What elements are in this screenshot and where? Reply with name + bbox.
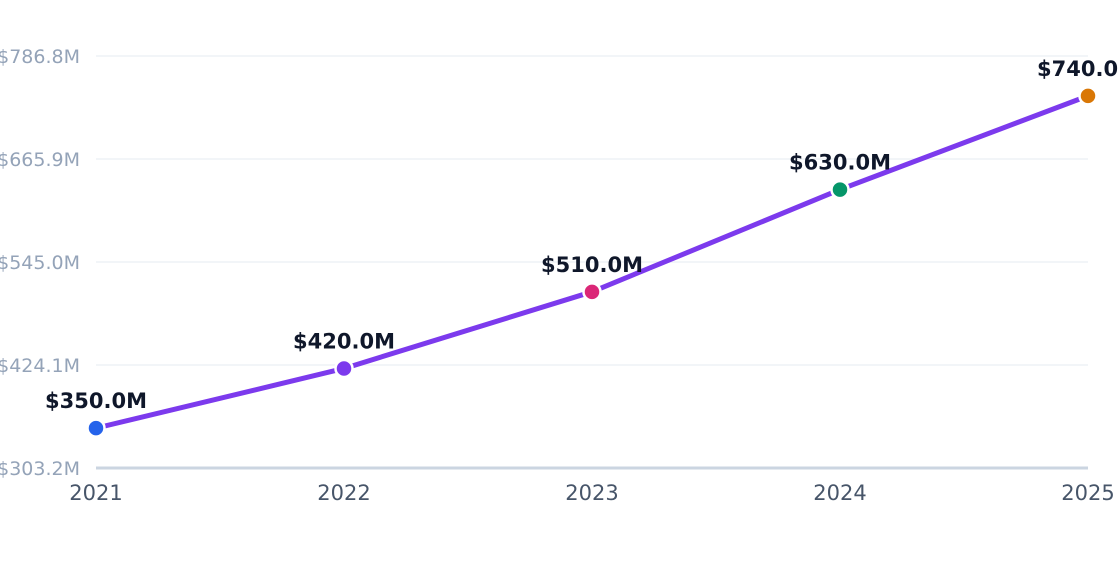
x-tick-label: 2021 xyxy=(69,481,122,505)
y-tick-label: $303.2M xyxy=(0,458,80,480)
x-tick-label: 2025 xyxy=(1061,481,1114,505)
data-label: $630.0M xyxy=(789,151,891,175)
y-tick-label: $545.0M xyxy=(0,252,80,274)
data-point[interactable] xyxy=(830,179,850,200)
y-tick-label: $424.1M xyxy=(0,355,80,377)
y-tick-label: $786.8M xyxy=(0,46,80,68)
x-tick-label: 2022 xyxy=(317,481,370,505)
x-tick-label: 2024 xyxy=(813,481,866,505)
y-axis-tick-labels: $303.2M $424.1M $545.0M $665.9M $786.8M xyxy=(0,46,80,480)
data-label: $740.0M xyxy=(1037,57,1120,81)
data-labels: $350.0M $420.0M $510.0M $630.0M $740.0M xyxy=(45,57,1120,413)
data-label: $420.0M xyxy=(293,329,395,353)
gridlines xyxy=(96,55,1088,470)
data-label: $510.0M xyxy=(541,253,643,277)
data-point[interactable] xyxy=(86,418,106,438)
x-tick-label: 2023 xyxy=(565,481,618,505)
data-point[interactable] xyxy=(582,282,602,302)
data-label: $350.0M xyxy=(45,389,147,413)
data-points xyxy=(86,86,1098,438)
x-axis-tick-labels: 2021 2022 2023 2024 2025 xyxy=(69,481,1114,505)
y-tick-label: $665.9M xyxy=(0,149,80,171)
data-point[interactable] xyxy=(334,358,354,379)
data-point[interactable] xyxy=(1078,86,1098,106)
